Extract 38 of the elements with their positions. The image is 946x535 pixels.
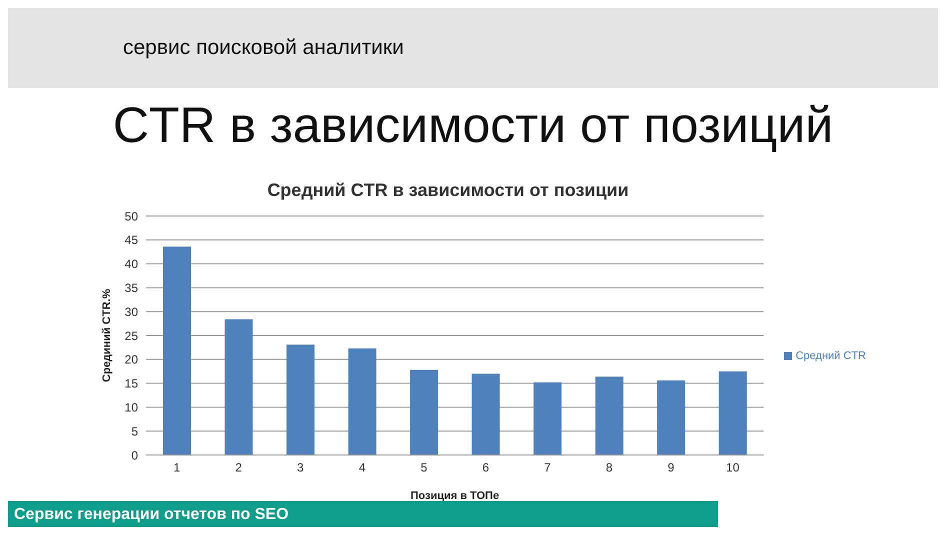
y-tick-label: 50	[124, 209, 138, 224]
bar	[472, 374, 500, 455]
chart-title: CTR в зависимости от позиций	[112, 96, 834, 154]
y-axis-title: Срединий CTR.%	[100, 288, 113, 382]
bar	[286, 344, 315, 455]
y-tick-label: 35	[124, 280, 138, 295]
legend-label: Средний CTR	[796, 350, 866, 362]
chart-subtitle: Средний CTR в зависимости от позиции	[266, 180, 630, 201]
y-tick-label: 20	[124, 352, 138, 367]
bar	[348, 348, 376, 455]
y-tick-label: 15	[124, 376, 138, 391]
x-tick-label: 9	[668, 460, 675, 475]
x-tick-label: 4	[358, 460, 366, 475]
y-tick-label: 30	[124, 304, 138, 319]
x-tick-label: 3	[297, 460, 304, 475]
x-tick-label: 1	[174, 460, 181, 475]
x-tick-label: 7	[544, 460, 552, 475]
y-tick-label: 0	[131, 448, 138, 462]
bar	[657, 380, 686, 455]
x-tick-label: 5	[420, 460, 428, 475]
x-tick-label: 2	[235, 460, 242, 475]
bar	[163, 246, 191, 455]
text: сервис поисковой аналитики	[123, 36, 404, 60]
bar	[410, 370, 438, 455]
y-tick-label: 10	[124, 400, 138, 414]
bar	[595, 376, 624, 455]
x-tick-label: 10	[726, 460, 740, 475]
bar	[534, 382, 562, 455]
y-tick-label: 45	[124, 233, 138, 248]
x-axis-title: Позиция в ТОПе	[410, 490, 500, 502]
y-tick-label: 5	[131, 424, 138, 438]
bar	[718, 371, 747, 455]
y-tick-label: 25	[124, 328, 138, 343]
x-tick-label: 8	[606, 460, 613, 475]
y-tick-label: 40	[124, 257, 138, 272]
text: Сервис генерации отчетов по SEO	[8, 501, 718, 529]
x-tick-label: 6	[482, 460, 490, 475]
bar	[224, 319, 253, 455]
